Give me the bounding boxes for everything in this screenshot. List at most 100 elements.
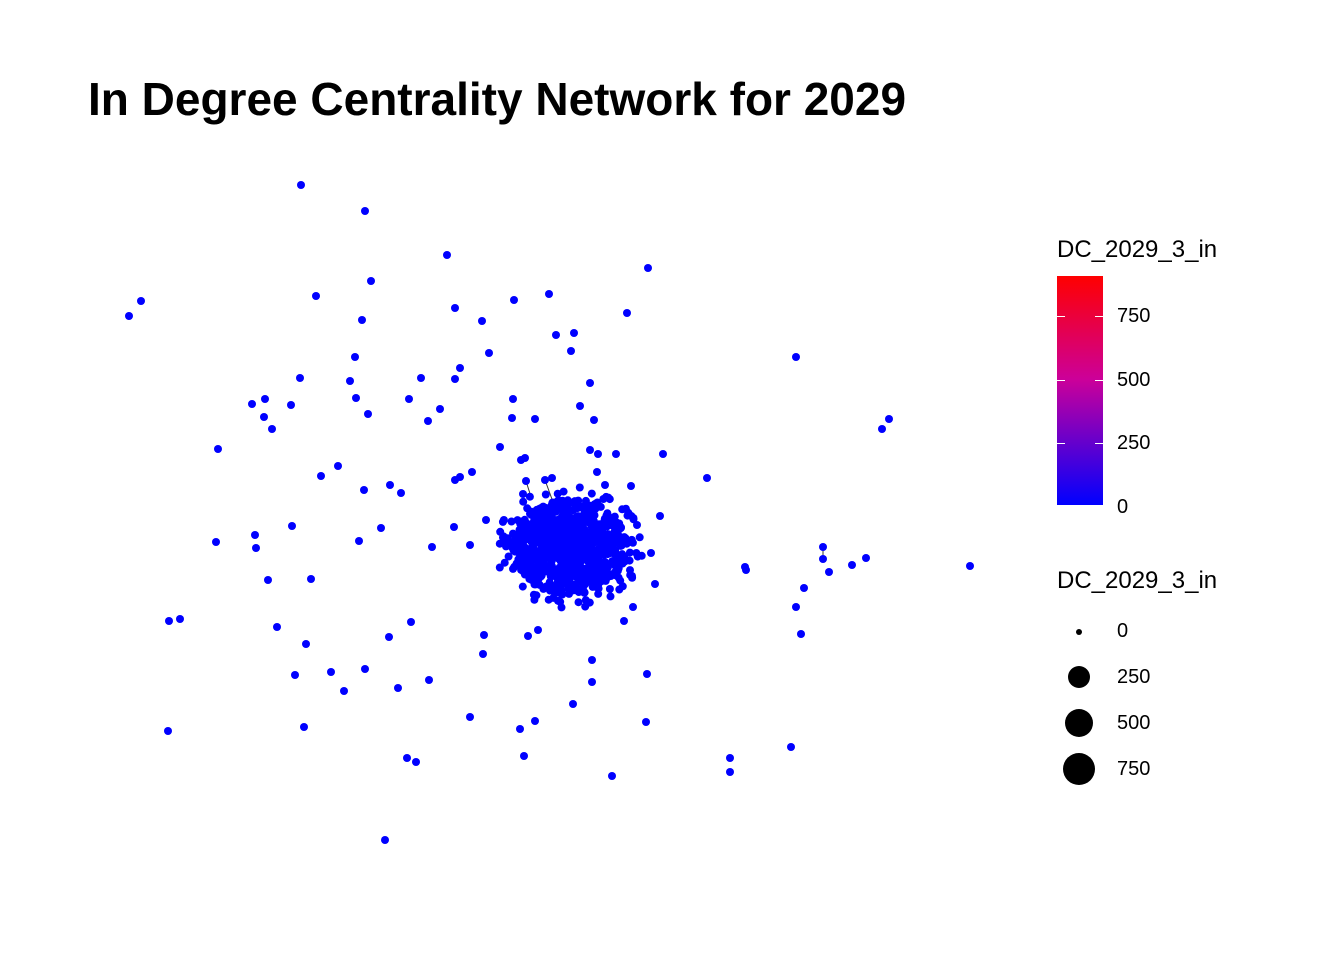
network-node	[647, 549, 655, 557]
network-node	[629, 603, 637, 611]
network-node	[571, 527, 580, 536]
network-node	[509, 564, 517, 573]
network-node	[603, 532, 612, 541]
network-node	[307, 575, 315, 583]
network-node	[588, 656, 596, 664]
network-node	[288, 522, 296, 530]
network-node	[495, 563, 504, 572]
network-node	[609, 536, 618, 545]
network-node	[264, 576, 272, 584]
network-node	[608, 772, 616, 780]
network-node	[137, 297, 145, 305]
network-node	[521, 562, 530, 571]
network-node	[351, 353, 359, 361]
network-node	[508, 414, 516, 422]
network-node	[394, 684, 402, 692]
network-node	[567, 347, 575, 355]
network-node	[726, 754, 734, 762]
network-node	[287, 401, 295, 409]
network-node	[800, 584, 808, 592]
network-node	[536, 554, 545, 563]
network-node	[819, 543, 827, 551]
network-node	[601, 575, 610, 584]
network-node	[570, 329, 578, 337]
network-node	[742, 566, 750, 574]
network-node	[576, 402, 584, 410]
network-node	[628, 573, 637, 582]
network-node	[611, 520, 619, 529]
network-node	[521, 454, 529, 462]
network-node	[623, 511, 632, 520]
network-node	[555, 582, 564, 591]
network-node	[510, 296, 518, 304]
size-key-dot	[1076, 629, 1082, 635]
network-node	[302, 640, 310, 648]
network-node	[581, 602, 590, 611]
network-node	[605, 585, 614, 593]
network-node	[605, 495, 614, 504]
network-node	[885, 415, 893, 423]
size-key-label: 0	[1117, 620, 1129, 642]
network-node	[825, 568, 833, 576]
network-node	[531, 415, 539, 423]
network-node	[499, 532, 508, 541]
network-node	[575, 483, 584, 492]
network-node	[425, 676, 433, 684]
network-node	[594, 575, 603, 584]
network-node	[633, 552, 642, 561]
network-node	[590, 416, 598, 424]
network-node	[386, 481, 394, 489]
network-node	[612, 450, 620, 458]
network-node	[561, 508, 570, 517]
network-node	[534, 626, 542, 634]
network-node	[586, 508, 594, 517]
network-node	[557, 603, 566, 612]
network-node	[606, 513, 614, 522]
network-node	[552, 331, 560, 339]
network-node	[451, 476, 459, 484]
network-node	[627, 482, 635, 490]
network-node	[514, 557, 523, 566]
network-node	[482, 516, 490, 524]
network-node	[397, 489, 405, 497]
network-node	[252, 544, 260, 552]
network-node	[606, 592, 615, 601]
network-node	[575, 566, 584, 575]
network-node	[586, 446, 594, 454]
network-node	[500, 558, 509, 567]
network-node	[644, 264, 652, 272]
network-node	[212, 538, 220, 546]
network-node	[559, 549, 568, 558]
network-node	[797, 630, 805, 638]
network-node	[524, 632, 532, 640]
network-node	[334, 462, 342, 470]
network-node	[643, 670, 651, 678]
network-node	[519, 497, 528, 506]
network-node	[615, 537, 624, 546]
network-node	[568, 515, 577, 524]
network-node	[340, 687, 348, 695]
network-node	[248, 400, 256, 408]
network-node	[507, 517, 516, 526]
network-node	[525, 521, 534, 530]
color-legend-title: DC_2029_3_in	[1057, 236, 1218, 263]
network-node	[551, 505, 560, 514]
network-node	[291, 671, 299, 679]
network-node	[364, 410, 372, 418]
network-node	[450, 523, 458, 531]
network-node	[443, 251, 451, 259]
network-node	[819, 555, 827, 563]
network-node	[629, 515, 638, 524]
network-node	[544, 568, 553, 577]
network-node	[523, 504, 532, 513]
network-node	[535, 527, 544, 536]
network-node	[574, 585, 583, 594]
network-node	[549, 531, 558, 540]
network-node	[251, 531, 259, 539]
network-node	[358, 316, 366, 324]
network-node	[412, 758, 420, 766]
size-key-dot	[1063, 753, 1095, 785]
network-node	[627, 535, 636, 544]
network-node	[585, 531, 594, 540]
network-node	[518, 582, 527, 591]
